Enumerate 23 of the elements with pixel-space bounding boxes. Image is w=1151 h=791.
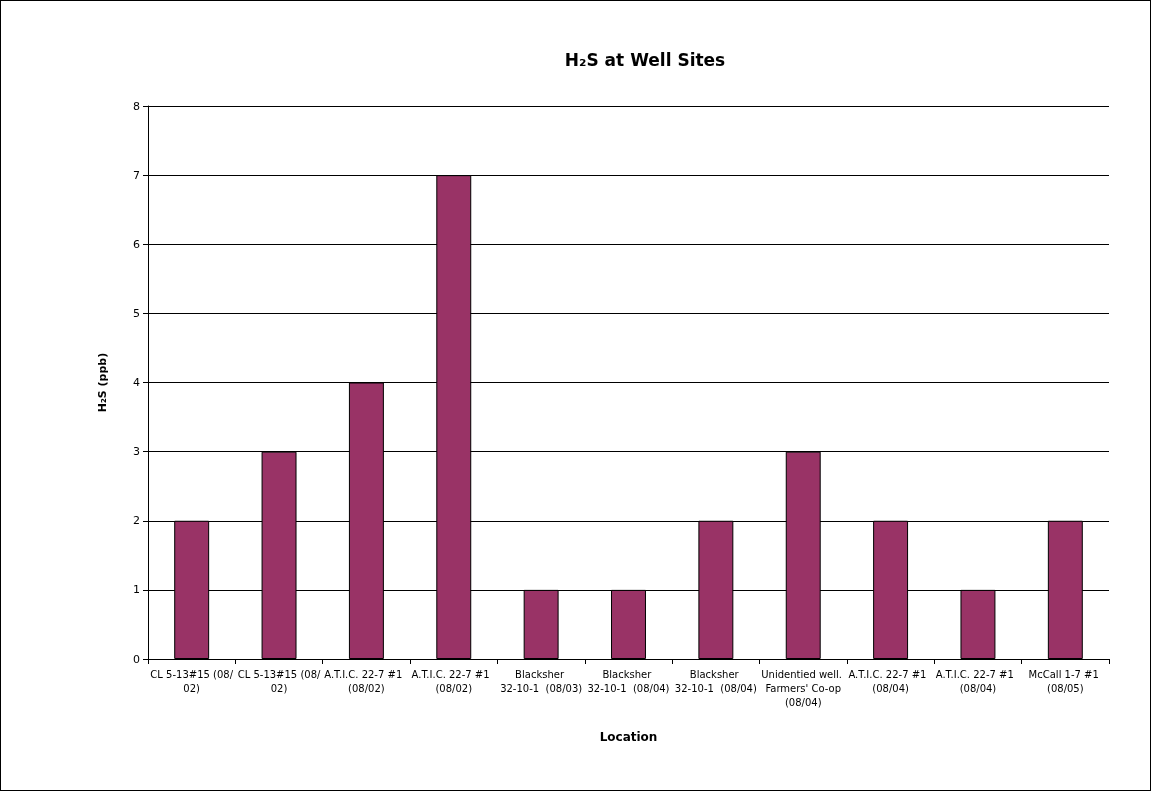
- x-tick-label: A.T.I.C. 22-7 #1 (08/02): [324, 668, 409, 694]
- x-tick-label: A.T.I.C. 22-7 #1 (08/04): [935, 668, 1021, 694]
- y-tick-label: 3: [133, 445, 140, 459]
- y-tick-label: 4: [133, 376, 140, 389]
- y-tick-label: 1: [133, 583, 140, 597]
- y-tick-label: 6: [133, 237, 140, 251]
- y-tick-label: 0: [133, 652, 140, 666]
- y-axis-title: H₂S (ppb): [96, 352, 109, 413]
- x-tick-label: CL 5-13#15 (08/02): [150, 668, 234, 694]
- x-tick-label: Blacksher 32-10-1 (08/04): [674, 668, 757, 694]
- y-tick-label: 2: [133, 514, 140, 528]
- y-tick-label: 7: [133, 168, 140, 182]
- y-tick-label: 8: [133, 99, 140, 113]
- y-tick-label: 5: [133, 306, 140, 320]
- x-tick-label: A.T.I.C. 22-7 #1 (08/02): [411, 668, 496, 694]
- x-tick-label: Unidentied well. Farmers' Co-op (08/04): [761, 668, 846, 708]
- x-tick-label: Blacksher 32-10-1 (08/03): [500, 668, 583, 694]
- x-axis-title: Location: [599, 730, 658, 744]
- x-tick-label: Blacksher 32-10-1 (08/04): [587, 668, 670, 694]
- x-tick-label: McCall 1-7 #1 (08/05): [1028, 668, 1103, 694]
- x-tick-label: CL 5-13#15 (08/02): [237, 668, 322, 694]
- chart-title: H₂S at Well Sites: [564, 49, 726, 70]
- x-tick-label: A.T.I.C. 22-7 #1 (08/04): [848, 668, 933, 694]
